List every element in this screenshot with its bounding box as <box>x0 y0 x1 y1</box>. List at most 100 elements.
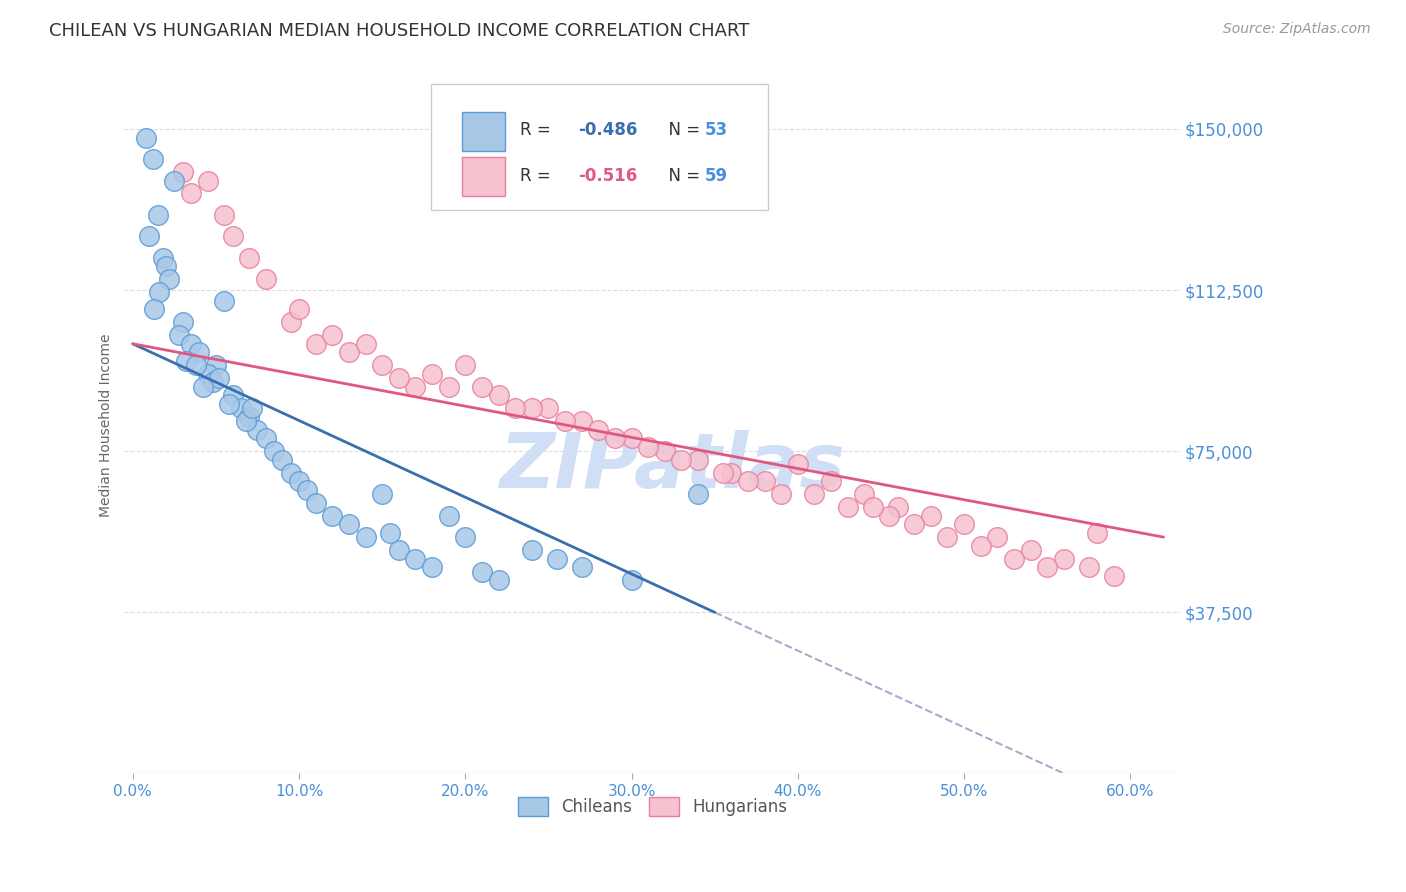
Point <box>184 359 207 373</box>
Point <box>212 293 235 308</box>
Point <box>188 345 211 359</box>
Point <box>172 315 194 329</box>
Point <box>212 208 235 222</box>
Point <box>488 388 510 402</box>
Point <box>337 517 360 532</box>
Point <box>197 173 219 187</box>
Point <box>280 315 302 329</box>
FancyBboxPatch shape <box>430 85 769 210</box>
Point <box>877 508 900 523</box>
Point <box>169 328 191 343</box>
Point <box>254 431 277 445</box>
Point <box>1102 569 1125 583</box>
Text: N =: N = <box>658 120 704 138</box>
Point <box>537 401 560 416</box>
Point <box>686 487 709 501</box>
Point <box>229 401 252 416</box>
Point <box>180 186 202 201</box>
Text: N =: N = <box>658 168 704 186</box>
Point <box>520 543 543 558</box>
Legend: Chileans, Hungarians: Chileans, Hungarians <box>509 789 796 824</box>
Point <box>208 371 231 385</box>
Text: ZIPatlas: ZIPatlas <box>501 430 846 504</box>
Point <box>920 508 942 523</box>
Point <box>588 423 610 437</box>
Point <box>221 388 243 402</box>
Point <box>837 500 859 514</box>
Y-axis label: Median Household Income: Median Household Income <box>100 334 114 517</box>
Point <box>388 543 411 558</box>
Point <box>155 260 177 274</box>
Point <box>218 397 240 411</box>
Point <box>404 380 426 394</box>
Point <box>242 401 264 416</box>
Point <box>238 409 260 424</box>
Point <box>1002 551 1025 566</box>
Point <box>862 500 884 514</box>
Point <box>437 508 460 523</box>
Point <box>803 487 825 501</box>
Point <box>620 431 643 445</box>
Point <box>143 302 166 317</box>
Point <box>571 560 593 574</box>
Point <box>420 367 443 381</box>
Point <box>138 229 160 244</box>
FancyBboxPatch shape <box>463 112 505 151</box>
Point <box>354 336 377 351</box>
Point <box>903 517 925 532</box>
Point <box>970 539 993 553</box>
Point <box>454 530 477 544</box>
Point <box>471 380 494 394</box>
Point <box>886 500 908 514</box>
Point <box>174 354 197 368</box>
Point <box>263 444 285 458</box>
Point <box>148 285 170 300</box>
Point <box>271 452 294 467</box>
Point <box>305 336 328 351</box>
Point <box>571 414 593 428</box>
Point <box>238 251 260 265</box>
Point <box>163 173 186 187</box>
Point <box>503 401 526 416</box>
Point <box>135 130 157 145</box>
Point <box>142 152 165 166</box>
Text: Source: ZipAtlas.com: Source: ZipAtlas.com <box>1223 22 1371 37</box>
Point <box>620 573 643 587</box>
Point <box>686 452 709 467</box>
Text: CHILEAN VS HUNGARIAN MEDIAN HOUSEHOLD INCOME CORRELATION CHART: CHILEAN VS HUNGARIAN MEDIAN HOUSEHOLD IN… <box>49 22 749 40</box>
Point <box>720 466 742 480</box>
Point <box>554 414 576 428</box>
Point <box>380 525 402 540</box>
Point <box>1053 551 1076 566</box>
Point <box>737 475 759 489</box>
Point <box>321 508 343 523</box>
Point <box>654 444 676 458</box>
Point <box>1019 543 1042 558</box>
Point <box>404 551 426 566</box>
Point <box>388 371 411 385</box>
Point <box>288 475 311 489</box>
Point <box>321 328 343 343</box>
Point <box>157 272 180 286</box>
Point <box>437 380 460 394</box>
Point <box>488 573 510 587</box>
Point <box>191 380 214 394</box>
Text: -0.516: -0.516 <box>578 168 638 186</box>
Point <box>180 336 202 351</box>
Point <box>546 551 568 566</box>
Point <box>420 560 443 574</box>
Point <box>1077 560 1099 574</box>
Point <box>770 487 793 501</box>
Text: R =: R = <box>520 168 557 186</box>
Text: 59: 59 <box>706 168 728 186</box>
Point <box>146 208 169 222</box>
Point <box>337 345 360 359</box>
Point <box>953 517 976 532</box>
Point <box>152 251 174 265</box>
Point <box>786 457 808 471</box>
Point <box>354 530 377 544</box>
Point <box>235 414 257 428</box>
FancyBboxPatch shape <box>463 158 505 195</box>
Point <box>254 272 277 286</box>
Point <box>986 530 1008 544</box>
